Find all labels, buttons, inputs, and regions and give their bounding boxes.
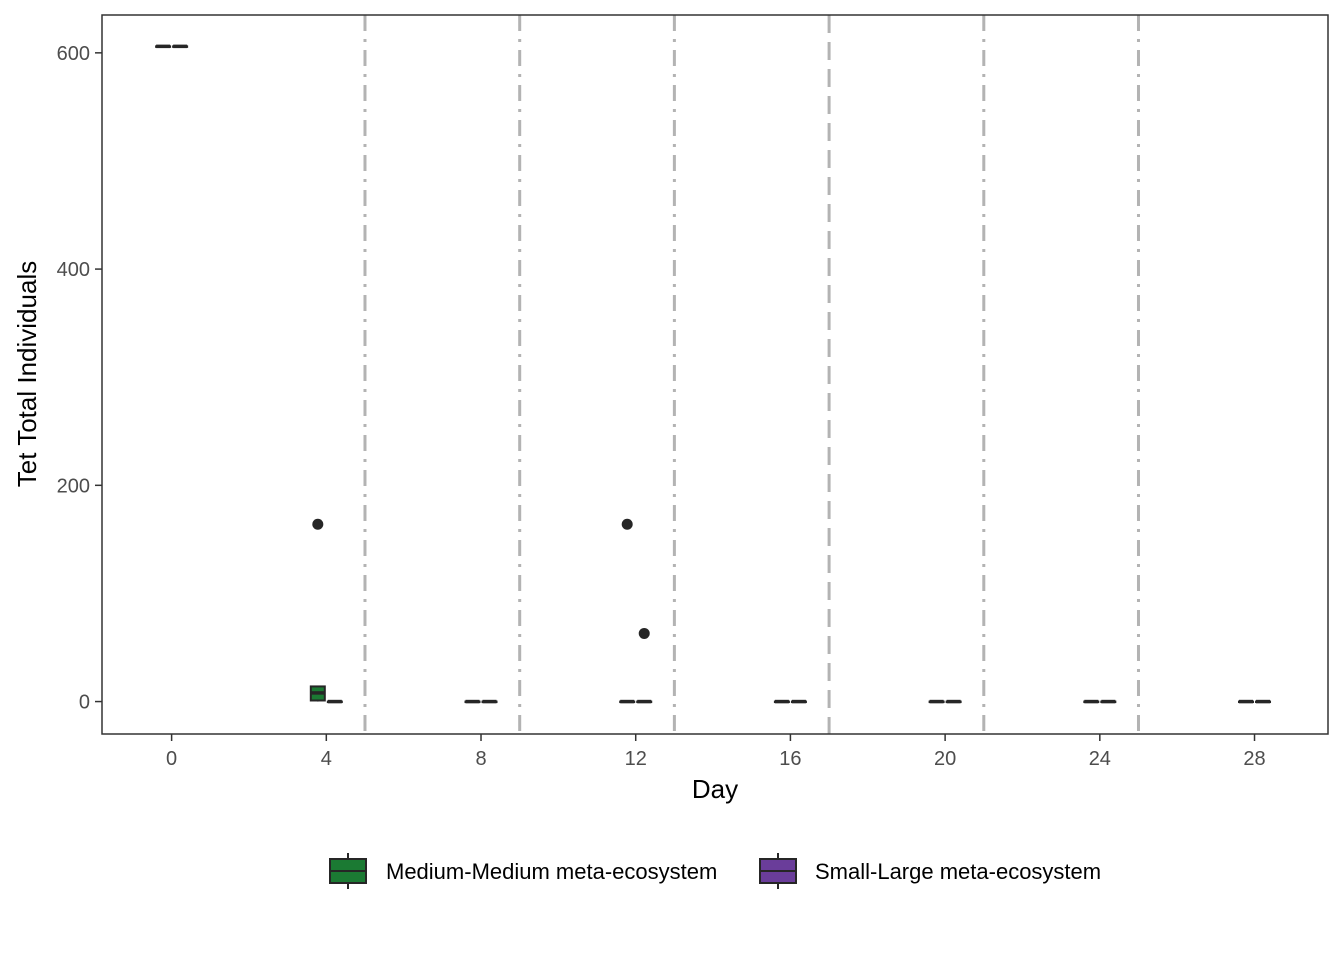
- box-medium-medium-day-28: [1238, 699, 1255, 704]
- x-tick-label: 28: [1243, 748, 1265, 770]
- y-tick-label: 200: [57, 475, 90, 497]
- box-medium-medium-day-20: [928, 699, 945, 704]
- outlier-point: [638, 627, 650, 639]
- legend-item-medium-medium: Medium-Medium meta-ecosystem: [329, 853, 717, 889]
- x-tick-label: 8: [475, 748, 486, 770]
- plot-panel-border: [101, 14, 1329, 735]
- y-tick-label: 0: [79, 692, 90, 714]
- x-axis: 0 4 8 12 16 20 24 28: [166, 734, 1266, 770]
- outlier-point: [312, 518, 324, 530]
- x-axis-title: Day: [692, 774, 738, 804]
- outlier-point: [621, 518, 633, 530]
- y-tick-label: 600: [57, 43, 90, 65]
- legend-label: Small-Large meta-ecosystem: [815, 859, 1101, 884]
- boxplots: [155, 44, 1272, 704]
- box-small-large-day-12: [636, 699, 653, 704]
- x-tick-label: 12: [625, 748, 647, 770]
- box-medium-medium-day-4: [309, 685, 326, 702]
- x-tick-label: 16: [779, 748, 801, 770]
- legend-label: Medium-Medium meta-ecosystem: [386, 859, 717, 884]
- box-small-large-day-4: [326, 699, 343, 704]
- box-small-large-day-16: [790, 699, 807, 704]
- box-medium-medium-day-0: [155, 44, 172, 49]
- x-tick-label: 0: [166, 748, 177, 770]
- box-small-large-day-0: [172, 44, 189, 49]
- outlier-points: [312, 518, 650, 639]
- box-medium-medium-day-12: [619, 699, 636, 704]
- box-medium-medium-day-16: [773, 699, 790, 704]
- legend: Medium-Medium meta-ecosystem Small-Large …: [329, 853, 1101, 889]
- box-small-large-day-28: [1255, 699, 1272, 704]
- y-tick-label: 400: [57, 259, 90, 281]
- x-tick-label: 4: [321, 748, 332, 770]
- y-axis: 0 200 400 600: [57, 43, 102, 714]
- box-medium-medium-day-24: [1083, 699, 1100, 704]
- legend-item-small-large: Small-Large meta-ecosystem: [759, 853, 1101, 889]
- box-small-large-day-20: [945, 699, 962, 704]
- reference-lines: [363, 15, 1140, 734]
- x-tick-label: 20: [934, 748, 956, 770]
- box-small-large-day-24: [1100, 699, 1117, 704]
- y-axis-title: Tet Total Individuals: [12, 261, 42, 487]
- x-tick-label: 24: [1089, 748, 1111, 770]
- box-small-large-day-8: [481, 699, 498, 704]
- box-medium-medium-day-8: [464, 699, 481, 704]
